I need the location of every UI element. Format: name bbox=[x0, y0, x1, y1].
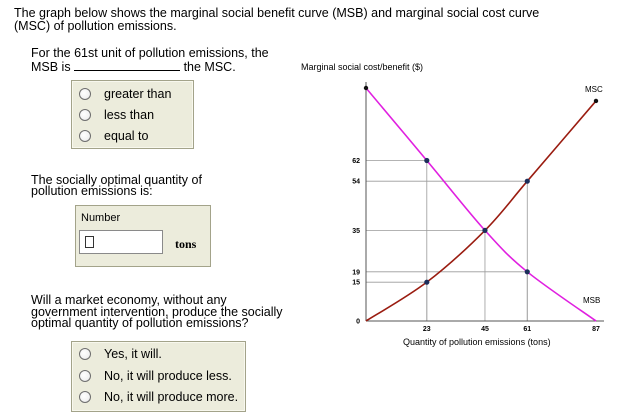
option-equal-to[interactable]: equal to bbox=[79, 127, 148, 145]
question-3-line-2: government intervention, produce the soc… bbox=[31, 304, 283, 319]
msc-label: MSC bbox=[585, 85, 603, 94]
radio-button[interactable] bbox=[79, 391, 91, 403]
question-1-line-2: MSB is the MSC. bbox=[31, 60, 281, 74]
option-greater-than[interactable]: greater than bbox=[79, 85, 171, 103]
question-3-line-3: optimal quantity of pollution emissions? bbox=[31, 316, 249, 330]
radio-button[interactable] bbox=[79, 370, 91, 382]
msb-label: MSB bbox=[583, 296, 600, 305]
msc-curve bbox=[365, 100, 597, 322]
option-label: No, it will produce more. bbox=[104, 390, 239, 404]
number-answer-panel: Number tons bbox=[75, 205, 211, 267]
question-1-msb-is: MSB is bbox=[31, 60, 71, 74]
option-less-than[interactable]: less than bbox=[79, 106, 154, 124]
x-tick-label: 61 bbox=[523, 326, 531, 333]
option-label: No, it will produce less. bbox=[104, 369, 232, 383]
radio-button[interactable] bbox=[79, 88, 91, 100]
radio-button[interactable] bbox=[79, 348, 91, 360]
option-label: equal to bbox=[104, 129, 149, 143]
msc-end-point bbox=[593, 98, 599, 104]
input-cursor-box bbox=[85, 236, 94, 248]
x-tick-label: 45 bbox=[481, 326, 489, 333]
msc-point bbox=[424, 279, 430, 285]
chart-plot-area: 23 45 61 87 0 15 19 35 54 62 MSC MSB bbox=[352, 82, 604, 333]
intersection-point bbox=[482, 227, 488, 233]
msb-start-point bbox=[363, 85, 369, 91]
msc-point bbox=[524, 178, 530, 184]
question-1-line-1: For the 61st unit of pollution emissions… bbox=[31, 46, 269, 60]
x-axis-label: Quantity of pollution emissions (tons) bbox=[403, 337, 551, 347]
answer-blank bbox=[74, 60, 181, 71]
intro-line-1: The graph below shows the marginal socia… bbox=[14, 6, 540, 20]
question-2-text: The socially optimal quantity of polluti… bbox=[31, 173, 261, 198]
intro-line-2: (MSC) of pollution emissions. bbox=[14, 19, 177, 33]
question-2-line-2: pollution emissions is: bbox=[31, 184, 153, 198]
msb-curve bbox=[365, 87, 597, 322]
x-tick-label: 87 bbox=[592, 326, 600, 333]
question-3-options: Yes, it will. No, it will produce less. … bbox=[71, 341, 246, 412]
option-produce-less[interactable]: No, it will produce less. bbox=[79, 367, 232, 385]
question-1-options: greater than less than equal to bbox=[71, 80, 194, 149]
question-1-suffix: the MSC. bbox=[183, 60, 236, 74]
question-3-line-1: Will a market economy, without any bbox=[31, 293, 227, 307]
option-yes-it-will[interactable]: Yes, it will. bbox=[79, 345, 162, 363]
option-label: less than bbox=[104, 108, 155, 122]
optimal-quantity-input[interactable] bbox=[79, 230, 163, 254]
msb-point bbox=[424, 157, 430, 164]
question-1-text: For the 61st unit of pollution emissions… bbox=[31, 47, 281, 74]
y-tick-label: 62 bbox=[352, 158, 360, 165]
option-label: greater than bbox=[104, 87, 172, 101]
y-axis-label: Marginal social cost/benefit ($) bbox=[301, 62, 423, 72]
y-tick-label: 35 bbox=[352, 228, 360, 235]
number-label: Number bbox=[81, 212, 121, 224]
y-tick-label: 19 bbox=[352, 269, 360, 276]
msb-point bbox=[524, 269, 530, 275]
option-produce-more[interactable]: No, it will produce more. bbox=[79, 388, 238, 406]
y-tick-label: 0 bbox=[356, 319, 360, 326]
x-tick-label: 23 bbox=[423, 326, 431, 333]
option-label: Yes, it will. bbox=[104, 347, 162, 361]
question-3-text: Will a market economy, without any gover… bbox=[31, 293, 291, 330]
radio-button[interactable] bbox=[79, 130, 91, 142]
y-tick-label: 15 bbox=[352, 280, 360, 287]
y-tick-label: 54 bbox=[352, 179, 360, 186]
radio-button[interactable] bbox=[79, 109, 91, 121]
question-2-line-1: The socially optimal quantity of bbox=[31, 173, 202, 187]
units-label: tons bbox=[175, 237, 197, 251]
intro-text: The graph below shows the marginal socia… bbox=[14, 7, 574, 33]
